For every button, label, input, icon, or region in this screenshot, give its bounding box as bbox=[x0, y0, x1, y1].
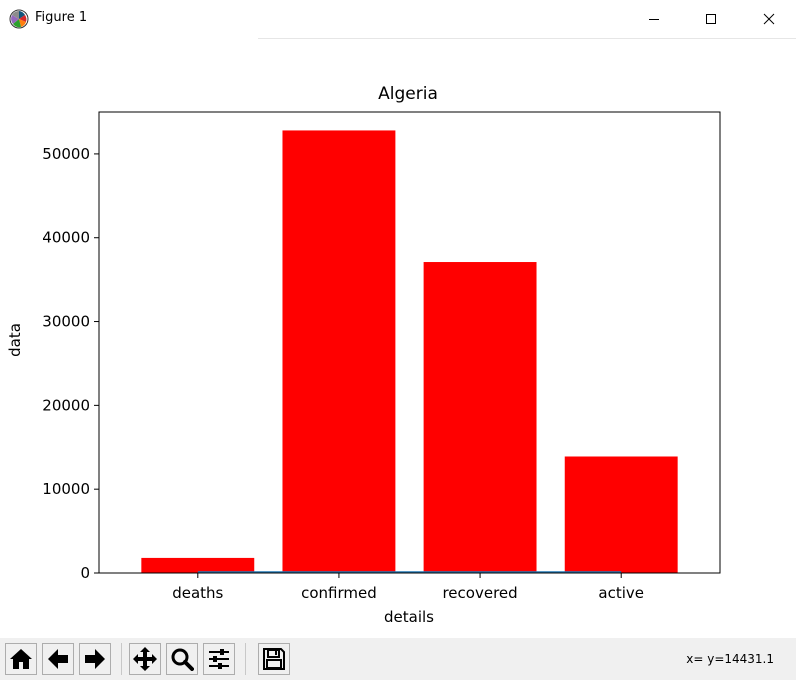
back-icon bbox=[48, 649, 68, 669]
configure-subplots-button[interactable] bbox=[203, 643, 235, 675]
y-tick-label: 20000 bbox=[42, 396, 90, 414]
home-icon bbox=[10, 649, 32, 669]
pan-icon bbox=[133, 647, 157, 671]
back-button[interactable] bbox=[42, 643, 74, 675]
x-axis-label: details bbox=[384, 608, 434, 626]
y-tick-label: 30000 bbox=[42, 313, 90, 331]
matplotlib-icon bbox=[9, 9, 29, 29]
bar-deaths bbox=[141, 557, 255, 573]
zoom-icon bbox=[171, 648, 194, 671]
maximize-icon bbox=[706, 14, 716, 24]
close-button[interactable] bbox=[746, 0, 792, 38]
x-tick-label: deaths bbox=[172, 584, 223, 602]
cursor-coordinates: x= y=14431.1 bbox=[686, 652, 774, 666]
y-tick-label: 10000 bbox=[42, 480, 90, 498]
bar-recovered bbox=[423, 262, 537, 573]
y-tick-label: 40000 bbox=[42, 229, 90, 247]
y-tick-label: 0 bbox=[80, 564, 90, 582]
x-axis: deaths confirmed recovered active bbox=[172, 573, 644, 602]
toolbar-separator bbox=[245, 643, 246, 675]
window-title: Figure 1 bbox=[35, 10, 88, 25]
toolbar-separator bbox=[121, 643, 122, 675]
close-icon bbox=[763, 13, 775, 25]
figure-canvas[interactable]: Algeria 0 10000 20000 30000 40000 50000 death… bbox=[0, 39, 796, 637]
configure-subplots-icon bbox=[209, 649, 229, 669]
bar-chart: Algeria 0 10000 20000 30000 40000 50000 death… bbox=[6, 84, 721, 626]
title-divider bbox=[258, 38, 796, 39]
minimize-icon bbox=[649, 19, 659, 20]
forward-button[interactable] bbox=[79, 643, 111, 675]
zoom-button[interactable] bbox=[166, 643, 198, 675]
pan-button[interactable] bbox=[129, 643, 161, 675]
save-button[interactable] bbox=[258, 643, 290, 675]
x-tick-label: recovered bbox=[442, 584, 517, 602]
x-tick-label: confirmed bbox=[301, 584, 377, 602]
minimize-button[interactable] bbox=[631, 0, 677, 38]
x-tick-label: active bbox=[598, 584, 644, 602]
y-axis: 0 10000 20000 30000 40000 50000 bbox=[42, 145, 99, 582]
axes-frame bbox=[98, 111, 721, 574]
chart-title: Algeria bbox=[378, 84, 438, 104]
maximize-button[interactable] bbox=[688, 0, 734, 38]
forward-icon bbox=[85, 649, 105, 669]
bar-confirmed bbox=[282, 130, 396, 573]
bar-active bbox=[564, 456, 678, 573]
navigation-toolbar: x= y=14431.1 bbox=[0, 638, 796, 680]
title-bar: Figure 1 bbox=[0, 0, 796, 39]
save-icon bbox=[263, 648, 285, 670]
home-button[interactable] bbox=[5, 643, 37, 675]
y-tick-label: 50000 bbox=[42, 145, 90, 163]
y-axis-label: data bbox=[6, 323, 24, 357]
bars-group bbox=[141, 130, 678, 573]
